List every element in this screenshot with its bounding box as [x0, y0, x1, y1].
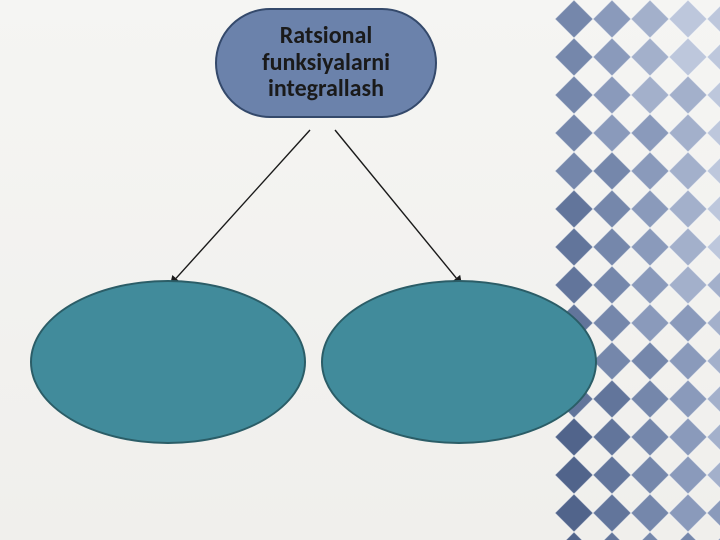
connector-arrow-right [323, 118, 474, 297]
root-node: Ratsional funksiyalarni integrallash [215, 8, 437, 118]
connector-arrow-left [158, 118, 322, 297]
child-ellipse-left [30, 280, 306, 444]
right-diamond-band [555, 0, 720, 540]
root-node-label: Ratsional funksiyalarni integrallash [231, 23, 421, 102]
child-ellipse-right [321, 280, 597, 444]
